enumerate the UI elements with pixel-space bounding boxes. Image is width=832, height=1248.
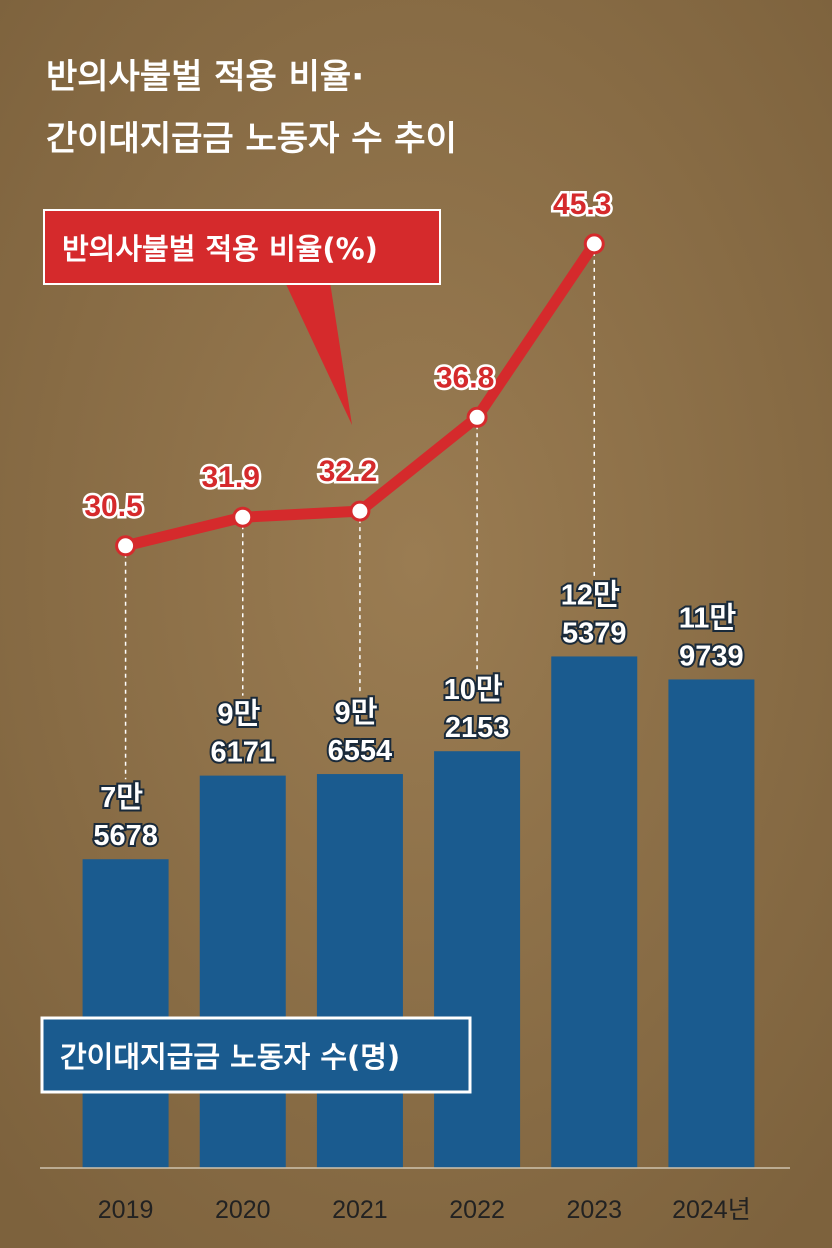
bar-value-label: 10만 2153 [444,673,511,744]
line-value-label: 32.2 [319,455,377,488]
callout-pointer [285,282,352,425]
bar-value-label: 9만 6554 [328,696,393,767]
bar [199,775,286,1168]
bar [668,679,755,1168]
legend-box [43,209,441,285]
line-point [466,406,488,428]
bar-value-label: 7만 5678 [93,781,158,852]
bar [82,859,169,1168]
bar-value-label: 12만 5379 [561,578,628,649]
legend-box [40,1016,472,1094]
x-tick-label: 2019 [98,1196,154,1224]
x-tick-label: 2020 [215,1196,271,1224]
line-point [583,233,605,255]
chart-title: 간이대지급금 노동자 수 추이 [46,119,457,159]
bar [316,774,403,1168]
chart-title: 반의사불벌 적용 비율· [46,57,364,97]
bar-value-label: 9만 6171 [210,698,275,769]
bar-value-label: 11만 9739 [679,601,744,672]
line-point [115,535,137,557]
bar-legend: 간이대지급금 노동자 수(명) [40,1016,472,1094]
legend-label: 간이대지급금 노동자 수(명) [60,1040,400,1074]
line-point [232,506,254,528]
line-point [349,500,371,522]
x-tick-label: 2024년 [672,1196,751,1224]
x-tick-label: 2023 [566,1196,622,1224]
x-tick-label: 2021 [332,1196,388,1224]
bar [434,751,521,1168]
line-value-label: 31.9 [202,461,260,494]
bar [551,656,638,1168]
x-tick-label: 2022 [449,1196,505,1224]
line-value-label: 30.5 [84,490,142,523]
legend-label: 반의사불벌 적용 비율(%) [62,232,378,266]
line-legend: 반의사불벌 적용 비율(%) [43,209,441,425]
line-value-label: 36.8 [436,361,494,394]
line-value-label: 45.3 [553,188,611,221]
